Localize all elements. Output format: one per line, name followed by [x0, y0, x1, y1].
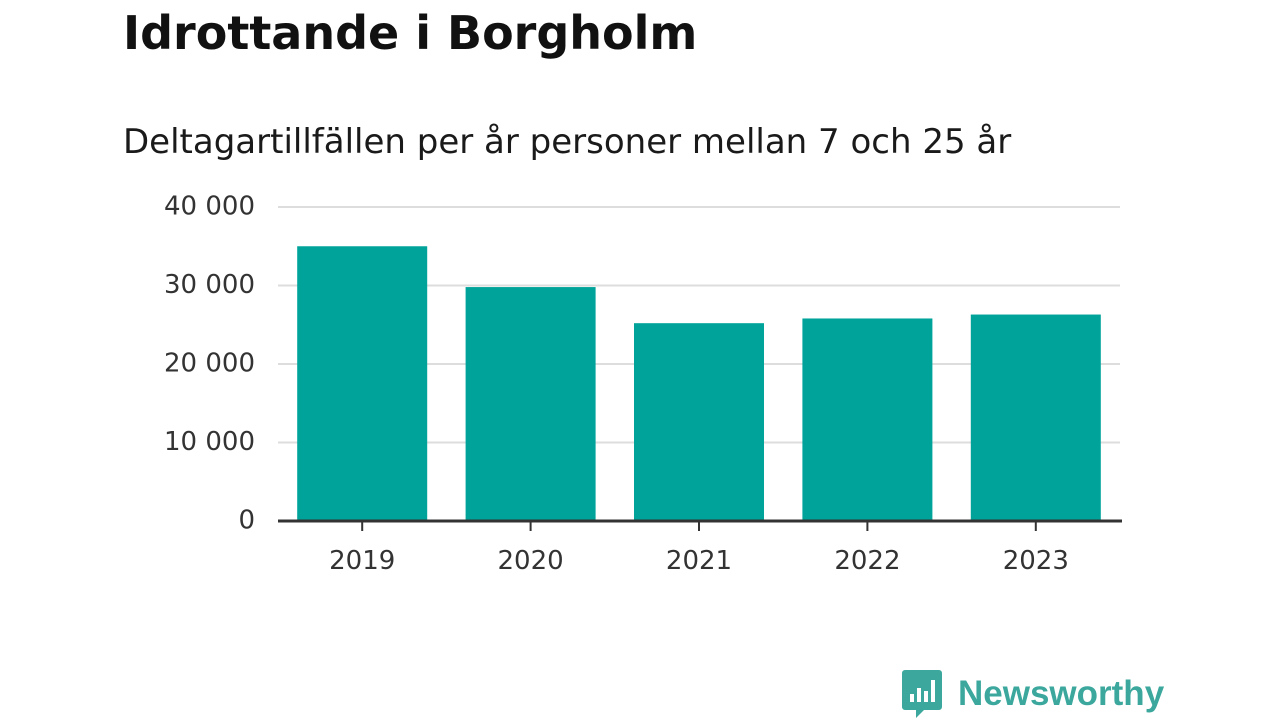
y-tick-label: 0 [238, 506, 255, 536]
bar-2023 [970, 314, 1101, 521]
x-tick-label: 2022 [834, 546, 900, 576]
x-tick-label: 2020 [498, 546, 564, 576]
chart-subtitle: Deltagartillfällen per år personer mella… [123, 122, 1012, 162]
y-tick-label: 40 000 [164, 192, 255, 222]
bars [297, 246, 1101, 521]
bar-2019 [297, 246, 428, 521]
bar-2021 [634, 323, 764, 521]
brand-logo: Newsworthy [902, 670, 1164, 718]
y-tick-label: 10 000 [164, 427, 255, 457]
x-axis [278, 519, 1122, 531]
y-tick-label: 30 000 [164, 270, 255, 300]
x-tick-label: 2023 [1003, 546, 1069, 576]
newsworthy-logo-icon [902, 670, 942, 718]
bar-2022 [802, 318, 933, 521]
y-tick-label: 20 000 [164, 349, 255, 379]
y-axis-tick-labels: 0 10 000 20 000 30 000 40 000 [164, 192, 255, 536]
brand-name: Newsworthy [958, 674, 1165, 713]
x-tick-label: 2021 [666, 546, 732, 576]
x-tick-label: 2019 [329, 546, 395, 576]
x-axis-tick-labels: 2019 2020 2021 2022 2023 [329, 546, 1069, 576]
chart-title: Idrottande i Borgholm [123, 6, 698, 60]
bar-2020 [465, 287, 596, 521]
